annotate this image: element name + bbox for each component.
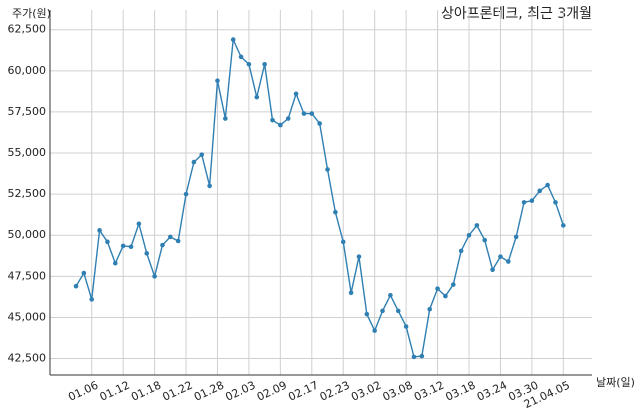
marker [97,228,102,233]
marker [262,61,267,67]
line [75,36,564,358]
marker [340,239,346,245]
y-axis-label: 주가(원) [12,7,51,20]
marker [561,223,566,228]
x-tick-label: 03.12 [412,379,446,404]
marker [278,122,283,128]
chart-title: 상아프론테크, 최근 3개월 [441,6,592,22]
marker [89,297,95,302]
marker [317,121,322,126]
marker [113,260,118,266]
marker [458,248,464,254]
marker [529,198,535,204]
marker [120,243,126,249]
marker [223,116,228,121]
x-tick-label: 03.08 [381,379,415,404]
marker [293,91,299,97]
x-tick-label: 03.02 [349,379,383,404]
marker [325,167,330,172]
marker [545,182,550,188]
x-tick-label: 01.12 [98,379,132,404]
marker [301,111,307,116]
marker [207,183,212,189]
marker [333,209,338,215]
marker [411,354,417,360]
marker [81,270,87,276]
marker [372,328,377,333]
marker [191,159,197,165]
marker [403,324,409,329]
marker [199,152,205,157]
marker [419,353,425,359]
marker [348,290,354,296]
marker [168,234,173,240]
marker [537,188,543,194]
marker [435,286,440,291]
marker [474,223,480,228]
marker [521,200,527,205]
x-tick-label: 02.09 [255,379,289,404]
y-tick-label: 45,000 [8,310,47,323]
marker [309,111,315,116]
marker [160,242,165,248]
marker [175,238,181,244]
y-tick-label: 47,500 [8,269,47,282]
y-tick-label: 50,000 [8,228,47,241]
marker [144,251,150,256]
marker [254,94,260,100]
marker [364,311,370,317]
marker [450,282,456,287]
x-axis-label: 날짜(일) [596,375,635,389]
marker [388,292,393,298]
x-tick-label: 02.03 [223,379,257,404]
marker [356,254,362,259]
marker [230,37,236,42]
marker [215,78,220,83]
x-tick-label: 02.17 [286,379,320,404]
marker [427,306,433,312]
x-tick-label: 01.06 [66,379,100,404]
x-tick-label: 01.22 [161,379,195,404]
marker [395,308,401,314]
marker [443,293,448,299]
y-tick-label: 42,500 [8,352,47,365]
marker [513,234,519,240]
marker [238,54,244,60]
marker [136,221,142,227]
x-tick-label: 01.18 [129,379,163,404]
y-tick-label: 57,500 [8,105,47,118]
marker [73,283,79,289]
marker [506,259,511,264]
x-tick-label: 02.23 [318,379,352,404]
marker [466,232,472,238]
marker [128,244,134,250]
x-tick-label: 03.24 [475,379,509,404]
marker [105,239,110,245]
y-tick-label: 52,500 [8,187,47,200]
y-tick-label: 60,000 [8,64,47,77]
x-tick-label: 03.18 [443,379,477,404]
marker [553,200,558,205]
x-tick-label: 01.28 [192,379,226,404]
marker [152,274,157,279]
marker [482,237,488,243]
marker [498,254,503,259]
marker [246,61,252,67]
y-tick-label: 55,000 [8,146,47,159]
marker [490,267,495,273]
marker [380,308,385,314]
marker [270,117,275,123]
y-tick-label: 62,500 [8,23,47,36]
marker [285,116,291,121]
marker [183,191,189,197]
